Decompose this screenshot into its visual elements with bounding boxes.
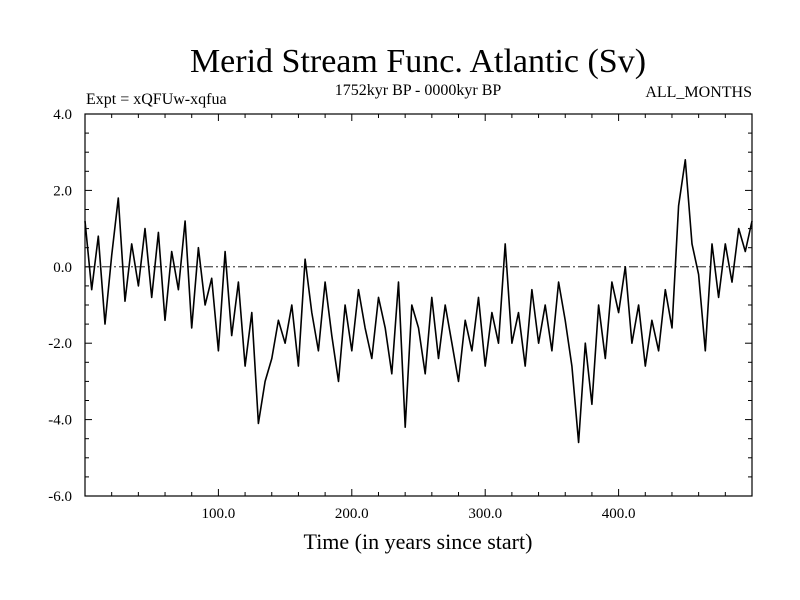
- time-range-label: 1752kyr BP - 0000kyr BP: [335, 82, 502, 99]
- x-tick-label: 100.0: [202, 506, 236, 522]
- y-tick-label: 4.0: [53, 107, 72, 123]
- x-tick-label: 300.0: [468, 506, 502, 522]
- plot-area: 100.0 200.0 300.0 400.0 -6.0 -4.0 -2.0 0.0 2.0 4.…: [48, 107, 753, 522]
- months-label: ALL_MONTHS: [645, 84, 752, 101]
- x-tick-label: 200.0: [335, 506, 369, 522]
- x-axis-label: Time (in years since start): [304, 529, 533, 554]
- experiment-label: Expt = xQFUw-xqfua: [86, 91, 227, 108]
- x-tick-label: 400.0: [602, 506, 636, 522]
- data-series-line-0: [84, 159, 753, 444]
- chart-title: Merid Stream Func. Atlantic (Sv): [190, 43, 646, 80]
- y-tick-label: 0.0: [53, 260, 72, 276]
- y-tick-label: -6.0: [48, 489, 72, 505]
- y-tick-label: -2.0: [48, 336, 72, 352]
- y-tick-label: 2.0: [53, 183, 72, 199]
- y-tick-label: -4.0: [48, 413, 72, 429]
